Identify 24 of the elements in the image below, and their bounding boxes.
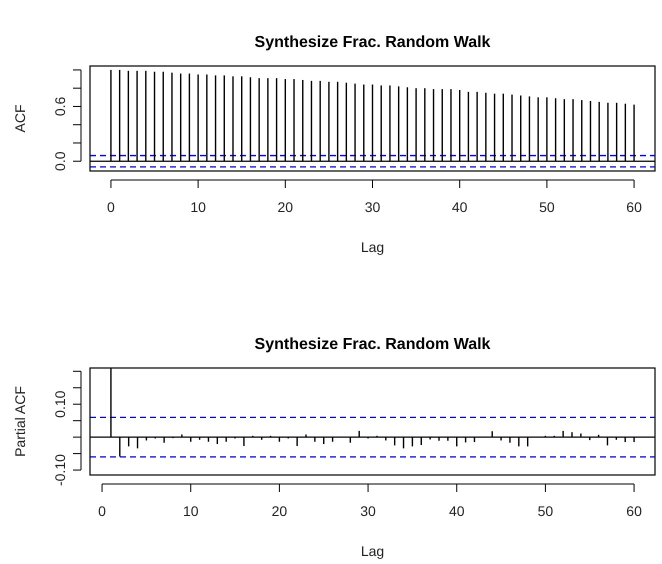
x-tick-label: 40 bbox=[452, 199, 468, 215]
y-axis-title: ACF bbox=[12, 104, 28, 132]
x-tick-label: 30 bbox=[360, 503, 376, 519]
x-tick-label: 20 bbox=[272, 503, 288, 519]
y-tick-label: 0.0 bbox=[52, 151, 68, 171]
x-tick-label: 40 bbox=[448, 503, 465, 519]
chart-title: Synthesize Frac. Random Walk bbox=[254, 336, 491, 353]
x-tick-label: 10 bbox=[182, 503, 199, 519]
x-tick-label: 10 bbox=[190, 199, 206, 215]
y-tick-label: -0.10 bbox=[52, 454, 68, 486]
x-tick-label: 50 bbox=[539, 199, 555, 215]
x-axis-title: Lag bbox=[360, 543, 384, 559]
y-tick-label: 0.6 bbox=[52, 96, 68, 116]
x-tick-label: 20 bbox=[278, 199, 294, 215]
x-tick-label: 50 bbox=[538, 503, 554, 519]
y-tick-label: 0.10 bbox=[52, 390, 68, 418]
x-tick-label: 30 bbox=[364, 199, 380, 215]
x-tick-label: 0 bbox=[107, 199, 116, 215]
x-tick-label: 60 bbox=[626, 199, 642, 215]
y-axis-title: Partial ACF bbox=[12, 386, 28, 457]
chart-title: Synthesize Frac. Random Walk bbox=[254, 34, 491, 51]
x-tick-label: 0 bbox=[98, 503, 106, 519]
x-tick-label: 60 bbox=[626, 503, 642, 519]
x-axis-title: Lag bbox=[360, 239, 384, 255]
